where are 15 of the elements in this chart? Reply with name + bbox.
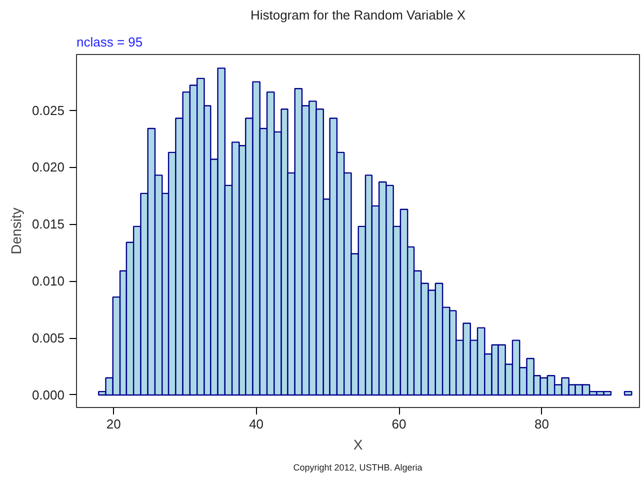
x-tick-label: 60 [392, 416, 406, 432]
x-axis-title: X [353, 436, 364, 452]
y-tick-label: 0.025 [32, 102, 65, 118]
y-axis-title: Density [8, 208, 24, 254]
x-tick-label: 20 [106, 416, 121, 432]
x-tick-label: 40 [249, 416, 264, 432]
text: nclass = 95 [76, 34, 143, 50]
y-tick-label: 0.000 [32, 387, 65, 402]
y-tick-label: 0.020 [32, 160, 65, 175]
chart-title: Histogram for the Random Variable X [250, 8, 466, 22]
text: Copyright 2012, USTHB. Algeria [293, 462, 422, 472]
y-tick-label: 0.005 [32, 330, 65, 346]
y-tick-label: 0.010 [32, 274, 65, 289]
y-tick-label: 0.015 [32, 216, 65, 232]
x-tick-label: 80 [534, 416, 549, 432]
